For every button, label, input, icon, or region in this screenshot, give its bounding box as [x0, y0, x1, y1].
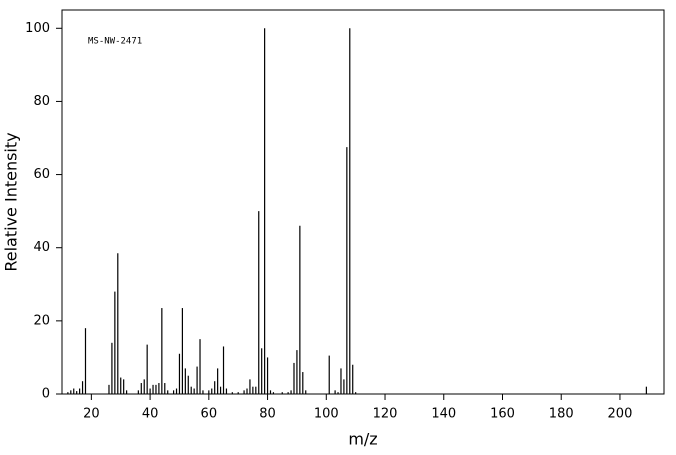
- x-tick-label: 80: [259, 407, 276, 422]
- x-tick-label: 160: [490, 407, 515, 422]
- x-tick-label: 120: [373, 407, 398, 422]
- x-tick-label: 100: [314, 407, 339, 422]
- x-tick-label: 200: [608, 407, 633, 422]
- y-tick-label: 80: [33, 94, 50, 109]
- plot-frame: [61, 9, 665, 395]
- y-tick-label: 60: [33, 167, 50, 182]
- x-tick-label: 60: [201, 407, 218, 422]
- x-tick-label: 140: [431, 407, 456, 422]
- x-tick-label: 180: [549, 407, 574, 422]
- y-axis-title: Relative Intensity: [2, 132, 21, 271]
- y-tick-label: 20: [33, 313, 50, 328]
- x-tick-label: 20: [83, 407, 100, 422]
- x-axis-title: m/z: [348, 430, 377, 449]
- x-tick-label: 40: [142, 407, 159, 422]
- annotation: MS-NW-2471: [88, 37, 142, 47]
- y-tick-label: 100: [25, 21, 50, 36]
- y-tick-label: 40: [33, 240, 50, 255]
- y-tick-label: 0: [42, 387, 50, 402]
